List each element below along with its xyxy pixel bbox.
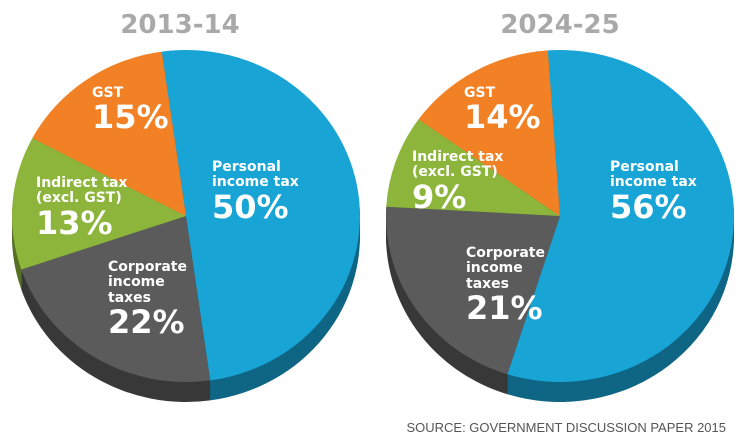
pie-slice: [418, 50, 560, 216]
label-gst-2: GST 14%: [464, 85, 541, 137]
pie-1: [11, 50, 361, 402]
pie-slice: [11, 138, 187, 270]
pie-title-2: 2024-25: [500, 10, 620, 40]
pie-2: [385, 50, 735, 403]
pie-slice: [507, 50, 735, 383]
pie-slice: [385, 206, 560, 375]
source-note: SOURCE: GOVERNMENT DISCUSSION PAPER 2015: [406, 420, 726, 435]
pie-slice: [161, 50, 360, 381]
pie-slice: [32, 51, 186, 216]
pie-slice: [386, 119, 560, 216]
label-indirect-1: Indirect tax (excl. GST) 13%: [36, 175, 128, 242]
label-corporate-1: Corporate income taxes 22%: [108, 259, 187, 342]
label-personal-2: Personal income tax 56%: [610, 159, 697, 226]
pie-slice: [21, 216, 211, 382]
label-gst-1: GST 15%: [92, 85, 169, 137]
label-indirect-2: Indirect tax (excl. GST) 9%: [412, 149, 504, 216]
pie-title-1: 2013-14: [120, 10, 240, 40]
label-corporate-2: Corporate income taxes 21%: [466, 245, 545, 328]
label-personal-1: Personal income tax 50%: [212, 159, 299, 226]
